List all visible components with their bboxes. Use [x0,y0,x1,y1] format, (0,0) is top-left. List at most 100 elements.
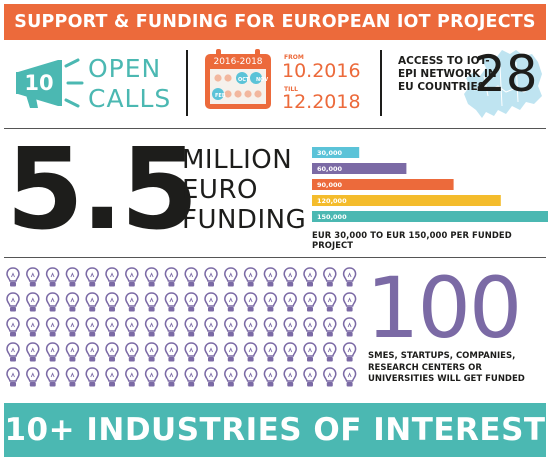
bar-label: 30,000 [317,149,343,157]
light-bulb-icon [125,342,139,362]
light-bulb-icon [105,342,119,362]
light-bulb-icon [303,292,317,312]
light-bulb-icon [6,292,20,312]
light-bulb-icon [65,267,80,287]
light-bulb-icon [342,292,357,312]
light-bulb-icon [263,317,278,337]
light-bulb-icon [303,317,317,337]
funding-bar-chart: 30,000 60,000 90,000 120,000 150,000 [312,147,548,222]
light-bulb-icon [144,367,159,387]
divider [380,50,382,116]
light-bulb-icon [184,267,198,287]
calendar-month-pill: NOV [256,77,269,83]
light-bulb-icon [184,367,198,387]
light-bulb-icon [283,367,297,387]
light-bulb-icon [263,342,278,362]
light-bulb-icon [283,317,297,337]
bar-label: 120,000 [317,197,347,205]
bar-30000 [312,147,360,158]
light-bulb-icon [85,342,99,362]
light-bulb-icon [164,367,179,387]
light-bulb-icon [144,317,159,337]
bottom-banner-title: 10+ INDUSTRIES OF INTEREST [4,412,546,448]
light-bulb-icon [243,367,258,387]
divider [186,50,188,116]
light-bulb-icon [283,292,297,312]
date-till: 12.2018 [282,91,361,113]
light-bulb-icon [6,367,20,387]
megaphone-icon [16,58,84,108]
light-bulb-icon [65,292,80,312]
light-bulb-icon [224,342,238,362]
light-bulb-icon [26,292,40,312]
light-bulb-icon [125,267,139,287]
light-bulb-icon [85,317,99,337]
light-bulb-icon [26,267,40,287]
light-bulb-icon [144,267,159,287]
light-bulb-icon [243,267,258,287]
light-bulb-icon [204,317,218,337]
light-bulb-icon [85,292,99,312]
light-bulb-icon [45,292,60,312]
light-bulb-icon [26,342,40,362]
light-bulb-icon [45,267,60,287]
eu-countries-number: 28 [474,45,538,103]
europe-map-icon [464,50,542,118]
top-banner-title: SUPPORT & FUNDING FOR EUROPEAN IOT PROJE… [14,12,536,32]
light-bulb-icon [45,342,60,362]
light-bulb-icon [65,317,80,337]
open-calls-label-line2: CALLS [88,84,172,113]
funding-word-million: MILLION [182,145,293,175]
light-bulb-icon [323,367,337,387]
light-bulb-icon [224,317,238,337]
light-bulb-icon [26,367,40,387]
light-bulb-icon [144,292,159,312]
funding-range-caption: EUR 30,000 TO EUR 150,000 PER FUNDED PRO… [312,230,512,250]
light-bulb-icon [85,367,99,387]
calendar-month-pill: FEB [215,93,226,99]
bulb-grid [6,267,357,387]
divider [4,257,546,258]
light-bulb-icon [105,317,119,337]
light-bulb-icon [283,342,297,362]
funding-word-euro: EURO [182,175,258,205]
light-bulb-icon [6,267,20,287]
light-bulb-icon [45,367,60,387]
light-bulb-icon [323,267,337,287]
date-from: 10.2016 [282,60,361,82]
network-access-text: ACCESS TO IOT-EPI NETWORK IN EU COUNTRIE… [398,55,497,93]
light-bulb-icon [323,342,337,362]
light-bulb-icon [224,267,238,287]
light-bulb-icon [303,367,317,387]
light-bulb-icon [164,267,179,287]
funding-word-funding: FUNDING [182,205,307,235]
calendar-icon [205,49,271,109]
light-bulb-icon [105,292,119,312]
smes-description: SMES, STARTUPS, COMPANIES, RESEARCH CENT… [368,351,525,384]
light-bulb-icon [303,342,317,362]
light-bulb-icon [243,317,258,337]
light-bulb-icon [342,367,357,387]
bottom-banner: 10+ INDUSTRIES OF INTEREST [4,403,546,457]
light-bulb-icon [263,367,278,387]
light-bulb-icon [184,317,198,337]
light-bulb-icon [184,292,198,312]
light-bulb-icon [125,367,139,387]
light-bulb-icon [263,292,278,312]
light-bulb-icon [164,342,179,362]
light-bulb-icon [263,267,278,287]
light-bulb-icon [184,342,198,362]
light-bulb-icon [105,267,119,287]
light-bulb-icon [204,342,218,362]
light-bulb-icon [323,317,337,337]
date-till-label: TILL [284,86,298,93]
bar-120000 [312,195,501,206]
light-bulb-icon [6,317,20,337]
light-bulb-icon [6,342,20,362]
light-bulb-icon [243,292,258,312]
date-from-label: FROM [284,54,304,61]
light-bulb-icon [283,267,297,287]
divider [4,128,546,129]
bar-60000 [312,163,407,174]
light-bulb-icon [164,317,179,337]
